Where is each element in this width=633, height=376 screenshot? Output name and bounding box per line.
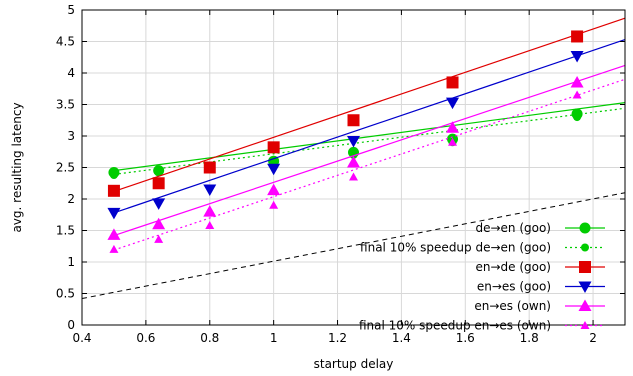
legend-item: en→de (goo) (475, 260, 605, 274)
legend-label: de→en (goo) (475, 221, 551, 235)
legend-marker (578, 299, 592, 311)
legend-label: final 10% speedup de→en (goo) (360, 241, 551, 255)
data-point (267, 141, 280, 154)
series-2 (107, 17, 626, 197)
data-point (109, 244, 119, 253)
y-tick-label: 1.5 (56, 224, 75, 238)
legend-marker (578, 281, 592, 293)
data-point (152, 198, 166, 210)
legend-label: en→es (goo) (477, 280, 551, 294)
legend-item: en→es (goo) (477, 280, 605, 294)
series-line (113, 102, 626, 172)
x-tick-label: 0.4 (72, 331, 91, 345)
series-line (113, 107, 626, 176)
series-line (113, 17, 626, 193)
data-point (267, 183, 281, 196)
data-point (446, 76, 459, 89)
data-point (267, 163, 281, 176)
x-tick-label: 1.2 (328, 331, 347, 345)
data-point (154, 234, 164, 243)
series-4 (107, 64, 626, 240)
legend-marker (581, 243, 589, 252)
x-axis-title: startup delay (314, 357, 394, 371)
legend-label: en→de (goo) (475, 260, 551, 274)
series-layer (107, 17, 626, 253)
legend-item: final 10% speedup de→en (goo) (360, 241, 605, 255)
y-tick-label: 0.5 (56, 287, 75, 301)
data-point (349, 172, 358, 181)
x-tick-label: 2 (589, 331, 597, 345)
data-point (570, 75, 584, 88)
legend-marker (580, 321, 590, 329)
legend-item: en→es (own) (474, 299, 605, 313)
y-tick-label: 4.5 (56, 35, 75, 49)
x-tick-label: 0.8 (200, 331, 219, 345)
legend-marker (579, 222, 591, 234)
series-5 (109, 78, 626, 253)
x-tick-label: 1.6 (456, 331, 475, 345)
data-point (154, 168, 163, 177)
data-point (347, 114, 360, 127)
legend: de→en (goo) final 10% speedup de→en (goo)… (359, 221, 605, 333)
y-tick-label: 2 (67, 192, 75, 206)
x-tick-label: 1 (270, 331, 278, 345)
data-point (107, 228, 121, 240)
series-1 (109, 107, 626, 180)
y-tick-label: 3.5 (56, 98, 75, 112)
data-point (107, 207, 121, 220)
legend-item: de→en (goo) (475, 221, 605, 235)
x-axis: 0.4 0.6 0.8 1 1.2 1.4 1.6 1.8 2 (72, 10, 597, 345)
data-point (446, 97, 460, 110)
y-tick-label: 3 (67, 129, 75, 143)
reference-line (81, 192, 626, 300)
series-line (113, 39, 626, 214)
data-point (571, 30, 584, 43)
data-point (347, 155, 360, 168)
data-point (572, 90, 582, 99)
y-axis: 0 0.5 1 1.5 2 2.5 3 3.5 4 4.5 5 (56, 3, 625, 332)
data-point (269, 200, 279, 209)
data-point (446, 121, 460, 133)
y-tick-label: 5 (67, 3, 75, 17)
y-axis-title: avg. resulting latency (10, 102, 24, 232)
legend-item: final 10% speedup en→es (own) (359, 319, 605, 333)
y-tick-label: 0 (67, 318, 75, 332)
data-point (205, 220, 215, 229)
x-tick-label: 1.4 (392, 331, 411, 345)
x-tick-label: 0.6 (136, 331, 155, 345)
series-line (113, 64, 626, 237)
data-point (203, 184, 217, 197)
y-tick-label: 4 (67, 66, 75, 80)
data-point (152, 177, 165, 190)
data-point (573, 113, 582, 122)
series-3 (107, 39, 626, 220)
data-point (347, 136, 360, 148)
data-point (203, 205, 217, 217)
data-point (152, 217, 166, 230)
reference-dashed-line (81, 192, 626, 300)
legend-label: en→es (own) (474, 299, 551, 313)
data-point (107, 184, 120, 197)
legend-marker (579, 261, 591, 273)
data-point (203, 161, 216, 174)
y-tick-label: 1 (67, 255, 75, 269)
grid (81, 9, 625, 326)
data-point (109, 171, 118, 180)
legend-label: final 10% speedup en→es (own) (359, 319, 551, 333)
x-tick-label: 1.8 (520, 331, 539, 345)
data-point (570, 50, 584, 63)
y-tick-label: 2.5 (56, 161, 75, 175)
data-point (448, 137, 458, 146)
